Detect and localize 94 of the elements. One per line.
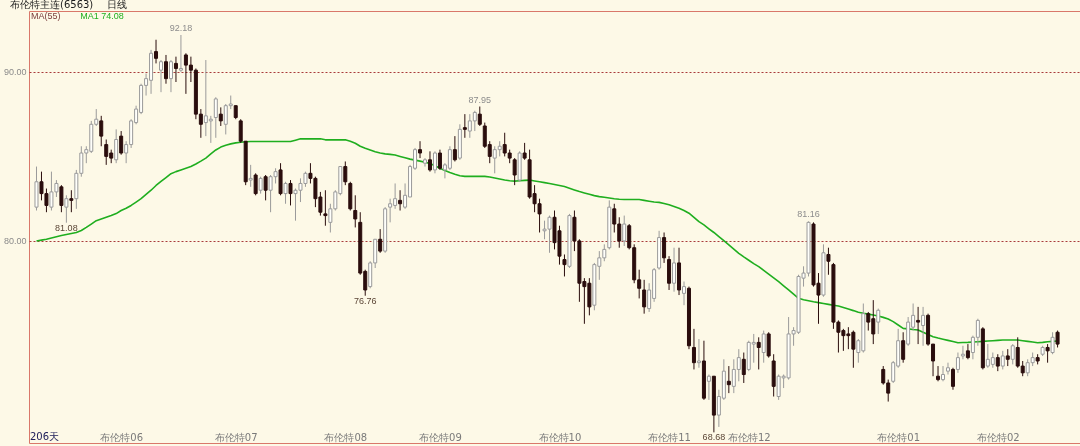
- candlestick: [59, 184, 64, 213]
- candlestick: [323, 189, 328, 227]
- x-tick-label: 布伦特08: [324, 431, 368, 443]
- candlestick: [826, 247, 831, 276]
- candlestick: [672, 247, 677, 293]
- y-tick-label: 80.00: [3, 236, 27, 247]
- candlestick: [353, 194, 358, 228]
- candlestick: [64, 194, 69, 224]
- annotation: 76.76: [353, 295, 377, 306]
- candlestick: [159, 59, 164, 93]
- candlestick: [706, 374, 711, 401]
- candlestick: [562, 253, 567, 277]
- candlestick: [960, 345, 965, 360]
- candlestick: [218, 106, 223, 127]
- candlestick: [622, 215, 627, 247]
- candlestick: [916, 306, 921, 345]
- annotation: 68.68: [702, 432, 726, 443]
- candlestick: [452, 135, 457, 162]
- candlestick: [901, 331, 906, 364]
- x-tick-label: 布伦特01: [877, 431, 921, 443]
- candlestick: [213, 96, 218, 139]
- candlestick: [1000, 350, 1005, 370]
- candlestick: [477, 106, 482, 127]
- candlestick: [726, 365, 731, 394]
- candlestick: [1010, 343, 1015, 365]
- candlestick: [662, 232, 667, 264]
- legend-title: MA(55): [31, 11, 61, 21]
- x-tick-label: 布伦特06: [100, 431, 144, 443]
- annotation: 92.18: [169, 23, 193, 34]
- candlestick: [950, 367, 955, 391]
- candlestick: [163, 54, 168, 85]
- chart-subtitle: 日线: [106, 0, 127, 10]
- candlestick: [936, 365, 941, 382]
- candlestick: [756, 336, 761, 370]
- candlestick: [906, 316, 911, 347]
- candlestick: [283, 181, 288, 205]
- candlestick: [343, 160, 348, 186]
- candlestick: [427, 150, 432, 173]
- candlestick: [423, 157, 427, 168]
- candlestick: [766, 331, 771, 359]
- candlestick: [472, 110, 477, 132]
- candlestick: [168, 59, 173, 93]
- annotation: 81.08: [55, 222, 78, 233]
- candlestick: [945, 362, 950, 376]
- candlestick: [173, 56, 178, 83]
- candlestick: [253, 172, 258, 196]
- candlestick: [154, 39, 159, 64]
- candlestick: [462, 113, 467, 139]
- candlestick: [398, 189, 403, 212]
- candlestick: [388, 198, 393, 223]
- annotation: 81.16: [797, 209, 820, 220]
- candlestick: [114, 128, 119, 164]
- x-tick-label: 布伦特07: [214, 431, 258, 443]
- annotation: 87.95: [468, 94, 492, 105]
- candlestick: [104, 139, 109, 166]
- candlestick: [248, 164, 253, 188]
- candlestick: [696, 338, 701, 369]
- candlestick: [761, 330, 766, 364]
- x-tick-label: 布伦特02: [976, 431, 1020, 443]
- candlestick: [278, 162, 283, 196]
- candlestick: [418, 140, 423, 159]
- candlestick: [691, 328, 696, 370]
- text: MA1 74.08: [80, 11, 124, 21]
- candlestick: [512, 157, 517, 186]
- candlestick: [682, 281, 686, 306]
- candlestick: [432, 150, 437, 174]
- candlestick: [447, 145, 452, 171]
- candlestick: [921, 306, 926, 347]
- candlestick: [437, 149, 442, 171]
- candlestick: [667, 255, 672, 291]
- candlestick: [1050, 331, 1055, 355]
- candlestick: [965, 343, 970, 360]
- x-tick-label: 布伦特09: [419, 431, 462, 443]
- candlestick: [955, 352, 960, 374]
- candlestick: [288, 179, 293, 206]
- candlestick: [941, 365, 946, 382]
- candlestick: [642, 279, 647, 315]
- candlestick: [69, 189, 74, 213]
- candlestick: [378, 228, 383, 254]
- y-tick-label: 90.00: [3, 67, 27, 78]
- candlestick: [119, 130, 124, 156]
- x-tick-label: 布伦特11: [648, 431, 691, 443]
- candlestick: [263, 174, 268, 201]
- candlestick: [178, 34, 183, 73]
- x-tick-label: 布伦特12: [727, 431, 771, 443]
- annotation: 206天: [30, 431, 60, 442]
- candlestick: [866, 311, 871, 332]
- candlestick: [208, 115, 213, 144]
- candlestick: [99, 115, 104, 147]
- x-tick-label: 布伦特10: [538, 431, 582, 443]
- candlestick: [741, 352, 746, 384]
- candlestick: [1045, 343, 1050, 364]
- chart-title: 布伦特主连(6563): [10, 0, 94, 10]
- candlestick: [876, 308, 881, 335]
